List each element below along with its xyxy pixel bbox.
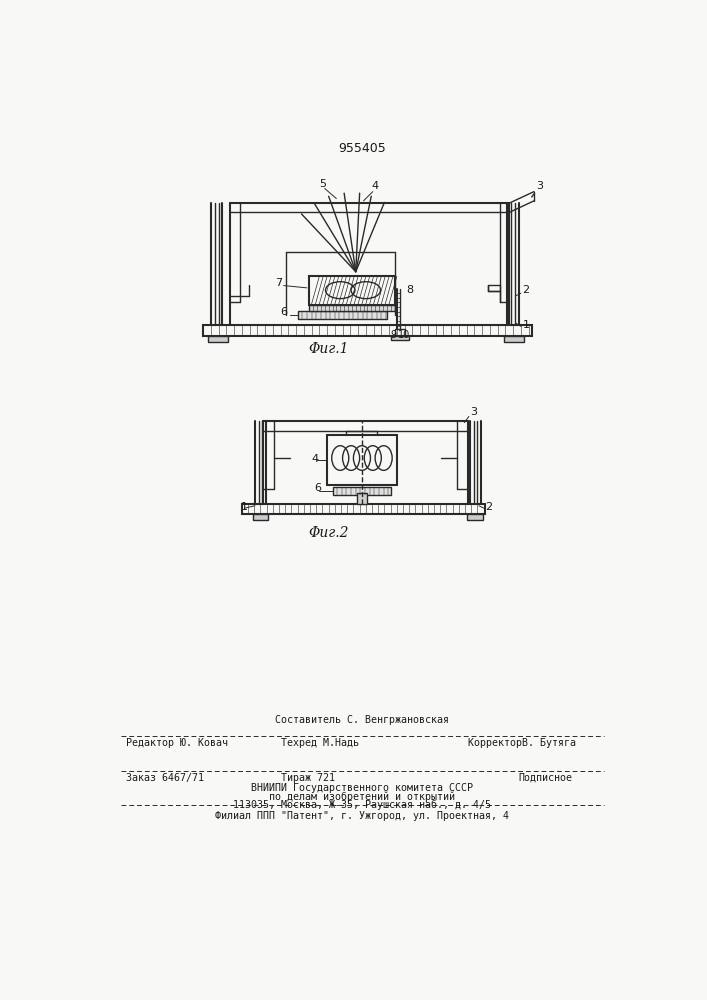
Text: Подписное: Подписное (518, 773, 573, 783)
Bar (309, 305, 395, 311)
Text: КорректорВ. Бутяга: КорректорВ. Бутяга (468, 738, 576, 748)
Bar (298, 311, 387, 319)
Text: 5: 5 (319, 179, 326, 189)
Bar (252, 514, 268, 520)
Text: ВНИИПИ Государственного комитета СССР: ВНИИПИ Государственного комитета СССР (251, 783, 473, 793)
Bar (242, 504, 485, 514)
Text: 4: 4 (372, 181, 379, 191)
Text: 6: 6 (314, 483, 321, 493)
Text: Филиал ППП "Патент", г. Ужгород, ул. Проектная, 4: Филиал ППП "Патент", г. Ужгород, ул. Про… (215, 811, 509, 821)
Bar (332, 487, 392, 495)
Text: 1: 1 (522, 320, 530, 330)
Text: Φиг.2: Φиг.2 (308, 526, 349, 540)
Bar (488, 285, 500, 291)
Text: 9: 9 (390, 330, 396, 340)
Text: 1: 1 (241, 502, 248, 512)
Text: Редактор Ю. Ковач: Редактор Ю. Ковач (126, 738, 228, 748)
Bar (467, 514, 483, 520)
Text: 955405: 955405 (338, 142, 386, 155)
Bar (309, 276, 395, 305)
Text: Заказ 6467/71: Заказ 6467/71 (126, 773, 204, 783)
Text: 2: 2 (485, 502, 492, 512)
Text: 6: 6 (280, 307, 287, 317)
Text: 2: 2 (522, 285, 530, 295)
Text: 4: 4 (312, 454, 319, 464)
Bar (395, 329, 404, 336)
Bar (504, 336, 524, 342)
Text: 8: 8 (406, 285, 414, 295)
Text: Составитель С. Венгржановская: Составитель С. Венгржановская (275, 715, 449, 725)
Bar (357, 493, 367, 504)
Text: 113035, Москва, Ж-35, Раушская наб., д. 4/5: 113035, Москва, Ж-35, Раушская наб., д. … (233, 800, 491, 810)
Text: 3: 3 (537, 181, 543, 191)
Text: Техред М.Надь: Техред М.Надь (281, 738, 358, 748)
Bar (391, 336, 409, 340)
Bar (203, 325, 532, 336)
Text: по делам изобретений и открытий: по делам изобретений и открытий (269, 791, 455, 802)
Text: 10: 10 (399, 330, 411, 340)
Text: 7: 7 (275, 278, 282, 288)
Bar (208, 336, 228, 342)
Text: 3: 3 (470, 407, 477, 417)
Text: Тираж 721: Тираж 721 (281, 773, 334, 783)
Bar (327, 435, 397, 485)
Text: Φиг.1: Φиг.1 (308, 342, 349, 356)
